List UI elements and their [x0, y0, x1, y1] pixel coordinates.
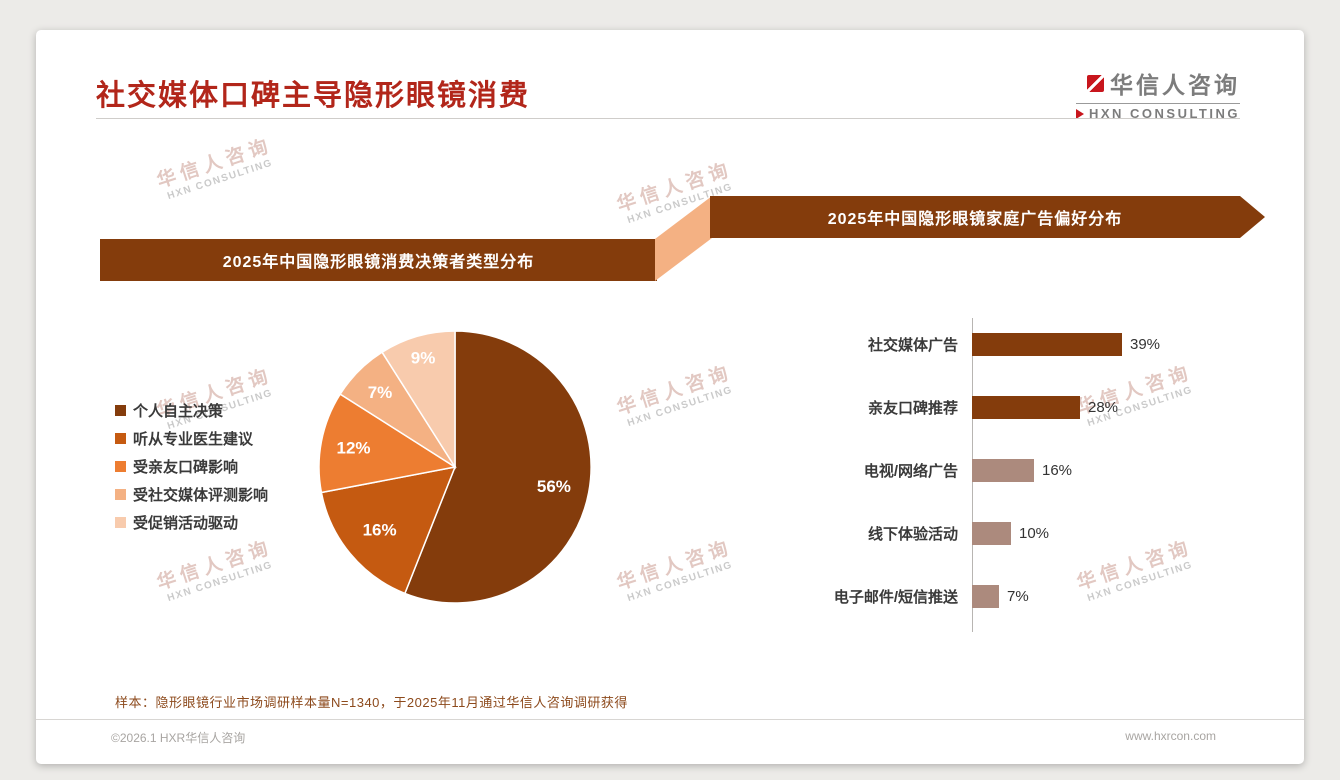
legend-item: 个人自主决策	[115, 396, 268, 424]
legend-swatch	[115, 488, 126, 500]
pie-slice	[318, 393, 458, 494]
legend-label: 受促销活动驱动	[133, 514, 239, 532]
bar-value-label: 7%	[1007, 588, 1029, 605]
legend-label: 受社交媒体评测影响	[133, 486, 269, 504]
pie-slice-label: 9%	[411, 348, 436, 367]
bar-track: 16%	[972, 459, 1072, 482]
bar-category-label: 电视/网络广告	[863, 463, 958, 480]
banner-pie-title: 2025年中国隐形眼镜消费决策者类型分布	[100, 239, 657, 281]
legend-swatch	[115, 404, 126, 416]
sample-note: 样本：隐形眼镜行业市场调研样本量N=1340，于2025年11月通过华信人咨询调…	[115, 695, 628, 710]
logo-name-en: HXN CONSULTING	[1088, 106, 1240, 121]
legend-swatch	[115, 432, 126, 444]
bar-category-label: 电子邮件/短信推送	[833, 589, 958, 606]
bar-category-label: 线下体验活动	[867, 526, 958, 543]
pie-slice-label: 7%	[368, 383, 393, 402]
bar-row: 社交媒体广告 39%	[736, 313, 1256, 376]
pie-slice-label: 16%	[363, 520, 397, 539]
legend-label: 受亲友口碑影响	[133, 458, 239, 476]
page-title: 社交媒体口碑主导隐形眼镜消费	[96, 80, 531, 112]
banner-connector-shape	[655, 196, 712, 281]
watermark-en: HXN CONSULTING	[166, 157, 275, 203]
pie-legend: 个人自主决策听从专业医生建议 受亲友口碑影响受社交媒体评测影响 受促销活动驱动	[115, 396, 268, 536]
logo-mark-icon	[1087, 74, 1104, 92]
watermark-en: HXN CONSULTING	[166, 559, 275, 605]
bar-chart: 社交媒体广告 39% 亲友口碑推荐 28% 电视/网络广告 16% 线下体验活动 10% 电子邮…	[736, 313, 1256, 628]
pie-slice	[381, 330, 456, 470]
legend-item: 受促销活动驱动	[115, 508, 268, 536]
bar-track: 39%	[972, 333, 1160, 356]
legend-label: 个人自主决策	[133, 402, 224, 420]
bar-row: 线下体验活动 10%	[736, 502, 1256, 565]
bar-value-label: 10%	[1019, 525, 1050, 542]
bar	[972, 585, 999, 608]
watermark-cn: 华信人咨询	[154, 135, 276, 193]
bar-value-label: 16%	[1042, 462, 1073, 479]
watermark: 华信人咨询 HXN CONSULTING	[120, 120, 312, 215]
bar-track: 7%	[972, 585, 1029, 608]
pie-slice	[320, 466, 457, 595]
bar-value-label: 28%	[1088, 399, 1119, 416]
header-divider	[96, 118, 1240, 119]
bar-value-label: 39%	[1130, 336, 1161, 353]
legend-item: 受亲友口碑影响	[115, 452, 268, 480]
bar	[972, 396, 1080, 419]
company-logo: 华信人咨询 HXN CONSULTING	[1075, 66, 1240, 121]
banner-bar-title: 2025年中国隐形眼镜家庭广告偏好分布	[710, 196, 1265, 238]
bar-category-label: 社交媒体广告	[867, 337, 958, 354]
bar-row: 电子邮件/短信推送 7%	[736, 565, 1256, 628]
footer-divider	[36, 719, 1304, 720]
bar	[972, 333, 1122, 356]
pie-chart: 56% 16% 12% 7% 9%	[318, 330, 592, 604]
logo-triangle-icon	[1075, 108, 1084, 119]
report-slide: 华信人咨询 HXN CONSULTING 华信人咨询 HXN CONSULTIN…	[36, 30, 1304, 764]
legend-swatch	[115, 516, 126, 528]
legend-swatch	[115, 460, 126, 472]
pie-slice-label: 12%	[336, 439, 370, 458]
legend-label: 听从专业医生建议	[133, 430, 254, 448]
legend-item: 听从专业医生建议	[115, 424, 268, 452]
bar-row: 电视/网络广告 16%	[736, 439, 1256, 502]
bar-category-label: 亲友口碑推荐	[867, 400, 958, 417]
bar-track: 28%	[972, 396, 1118, 419]
pie-slice	[403, 330, 592, 604]
logo-name-cn: 华信人咨询	[1110, 72, 1240, 98]
legend-item: 受社交媒体评测影响	[115, 480, 268, 508]
bar	[972, 522, 1011, 545]
website-link[interactable]: www.hxrcon.com	[1125, 729, 1216, 743]
bar-row: 亲友口碑推荐 28%	[736, 376, 1256, 439]
bar-track: 10%	[972, 522, 1049, 545]
pie-slice-label: 56%	[537, 477, 571, 496]
copyright-text: ©2026.1 HXR华信人咨询	[111, 731, 246, 745]
bar	[972, 459, 1034, 482]
